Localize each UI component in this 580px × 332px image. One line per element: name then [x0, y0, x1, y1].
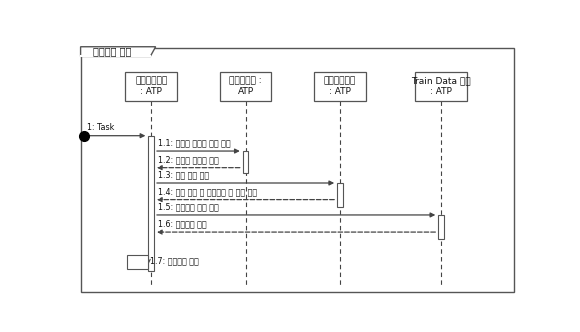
Text: 리소스관리 :
ATP: 리소스관리 : ATP [229, 77, 262, 96]
Text: 이동권한 계산: 이동권한 계산 [93, 46, 131, 56]
Polygon shape [81, 47, 155, 56]
Text: 이동권한관리
: ATP: 이동권한관리 : ATP [135, 77, 167, 96]
FancyBboxPatch shape [220, 72, 271, 101]
Text: 열차위치관리
: ATP: 열차위치관리 : ATP [324, 77, 356, 96]
FancyBboxPatch shape [242, 151, 248, 173]
FancyBboxPatch shape [148, 136, 154, 271]
FancyBboxPatch shape [125, 72, 177, 101]
FancyBboxPatch shape [126, 255, 148, 269]
Text: 1.1: 확보된 리소스 정보 요구: 1.1: 확보된 리소스 정보 요구 [158, 139, 230, 148]
Text: 1: Task: 1: Task [88, 124, 115, 132]
FancyBboxPatch shape [438, 215, 444, 239]
Text: 1.7: 이동권한 계산: 1.7: 이동권한 계산 [150, 256, 200, 265]
FancyBboxPatch shape [81, 47, 514, 291]
Text: 1.5: 선행열차 정보 요구: 1.5: 선행열차 정보 요구 [158, 203, 219, 211]
Text: 1.3: 열차 정보 요구: 1.3: 열차 정보 요구 [158, 171, 209, 180]
Text: 1.4: 열차 위치 및 이동방향 등 정보 반환: 1.4: 열차 위치 및 이동방향 등 정보 반환 [158, 187, 257, 196]
Text: 1.6: 선행열차 정보: 1.6: 선행열차 정보 [158, 220, 206, 229]
Text: 1.2: 확보된 리소스 정보: 1.2: 확보된 리소스 정보 [158, 155, 219, 164]
FancyBboxPatch shape [337, 183, 343, 207]
FancyBboxPatch shape [415, 72, 467, 101]
FancyBboxPatch shape [314, 72, 366, 101]
Text: Train Data 관리
: ATP: Train Data 관리 : ATP [411, 77, 471, 96]
